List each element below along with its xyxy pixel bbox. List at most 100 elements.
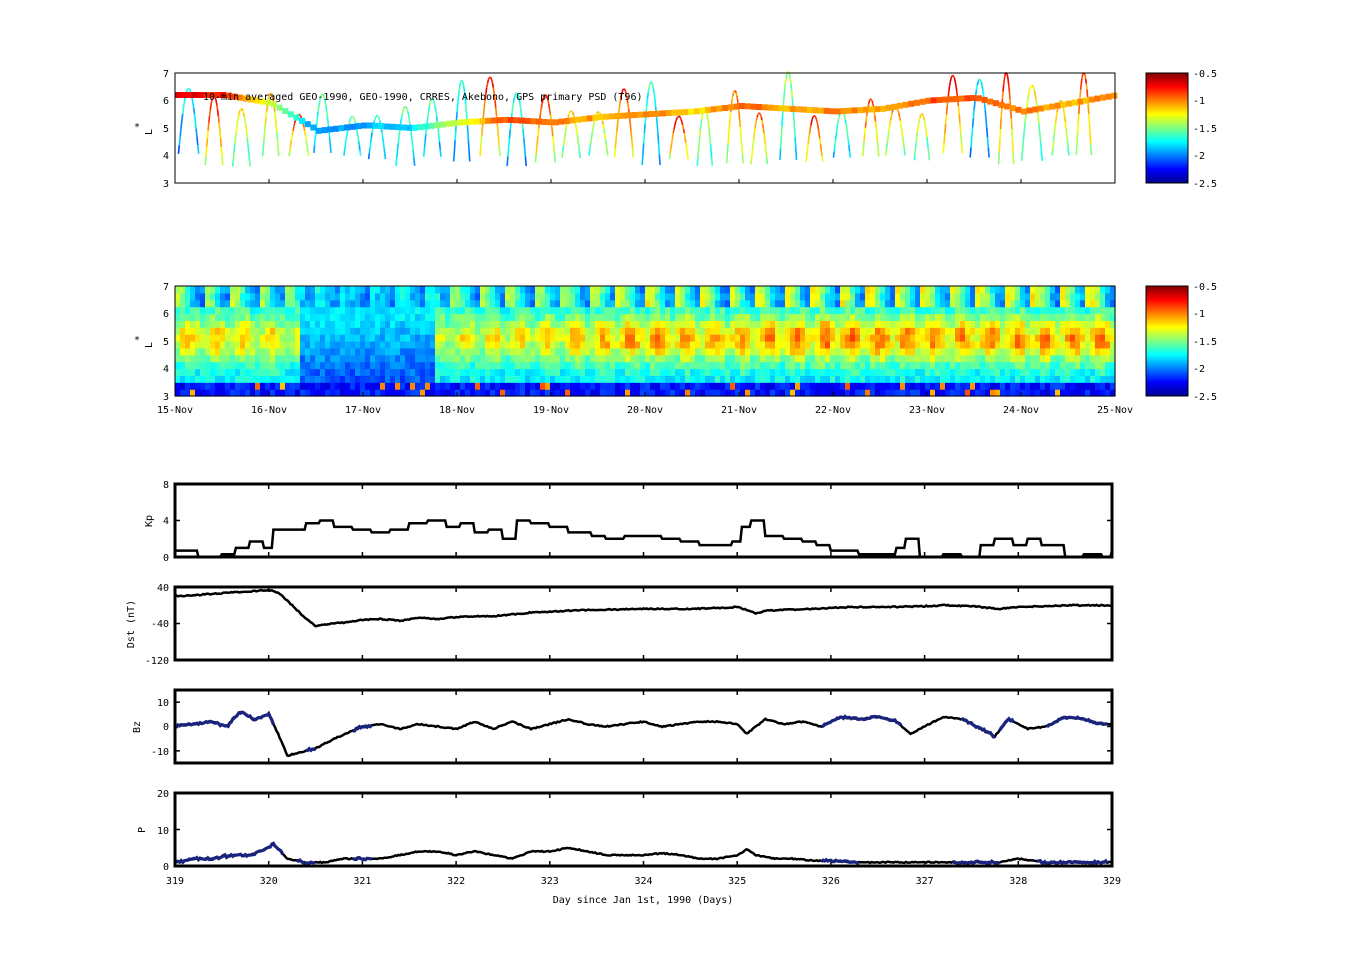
observed-orbit-segment — [643, 123, 646, 134]
heatmap-cell — [225, 375, 231, 383]
heatmap-cell — [575, 320, 581, 328]
heatmap-cell — [1015, 299, 1021, 308]
heatmap-cell — [935, 306, 941, 315]
heatmap-cell — [845, 320, 851, 328]
heatmap-cell — [205, 347, 211, 356]
heatmap-cell — [890, 341, 896, 349]
observed-orbit-segment — [735, 92, 738, 97]
heatmap-cell — [435, 292, 441, 301]
heatmap-cell — [515, 341, 521, 349]
heatmap-cell — [195, 306, 201, 315]
heatmap-cell — [755, 341, 761, 349]
heatmap-cell — [795, 375, 801, 383]
heatmap-cell — [875, 306, 881, 315]
heatmap-cell — [920, 327, 926, 335]
heatmap-cell — [275, 306, 281, 315]
heatmap-cell — [515, 320, 521, 328]
heatmap-cell — [255, 313, 261, 321]
heatmap-cell — [635, 361, 641, 370]
heatmap-cell — [800, 320, 806, 328]
heatmap-cell — [625, 368, 631, 376]
heatmap-cell — [320, 299, 326, 308]
observed-orbit-segment — [563, 134, 566, 141]
heatmap-cell — [635, 286, 641, 294]
heatmap-cell — [275, 334, 281, 342]
heatmap-cell — [260, 341, 266, 349]
heatmap-cell — [630, 320, 636, 328]
psd-assimilated-colorbar-gradient — [1145, 285, 1189, 397]
heatmap-cell — [665, 286, 671, 294]
heatmap-cell — [955, 382, 961, 390]
heatmap-cell — [580, 347, 586, 356]
observed-orbit-segment — [729, 111, 732, 120]
heatmap-cell — [625, 320, 631, 328]
heatmap-cell — [1080, 306, 1086, 315]
heatmap-cell — [195, 292, 201, 301]
heatmap-cell — [640, 327, 646, 335]
heatmap-cell — [980, 375, 986, 383]
heatmap-cell — [990, 306, 996, 315]
heatmap-cell — [1035, 389, 1041, 397]
heatmap-cell — [235, 382, 241, 390]
heatmap-cell — [410, 306, 416, 315]
heatmap-cell — [985, 361, 991, 370]
heatmap-cell — [1055, 347, 1061, 356]
heatmap-cell — [525, 286, 531, 294]
heatmap-cell — [315, 361, 321, 370]
heatmap-cell — [645, 313, 651, 321]
heatmap-cell — [230, 347, 236, 356]
observed-orbit-segment — [1002, 79, 1006, 85]
heatmap-cell — [320, 334, 326, 342]
observed-orbit-segment — [370, 132, 373, 138]
heatmap-cell — [740, 334, 746, 342]
heatmap-cell — [670, 347, 676, 356]
heatmap-cell — [950, 361, 956, 370]
heatmap-cell — [385, 354, 391, 363]
observed-orbit-segment — [959, 123, 962, 134]
heatmap-cell — [180, 299, 186, 308]
p-ylabel: P — [137, 827, 148, 833]
heatmap-cell — [415, 361, 421, 370]
observed-orbit-segment — [654, 98, 657, 107]
heatmap-cell — [1095, 320, 1101, 328]
heatmap-cell — [215, 368, 221, 376]
heatmap-cell — [225, 382, 231, 390]
heatmap-cell — [610, 375, 616, 383]
heatmap-cell — [825, 292, 831, 301]
observed-orbit-segment — [985, 118, 988, 128]
observed-orbit-segment — [219, 138, 223, 148]
heatmap-cell — [660, 320, 666, 328]
heatmap-cell — [425, 341, 431, 349]
heatmap-cell — [610, 320, 616, 328]
heatmap-cell — [455, 334, 461, 342]
heatmap-cell — [945, 368, 951, 376]
heatmap-cell — [300, 347, 306, 356]
heatmap-cell — [975, 313, 981, 321]
heatmap-cell — [765, 313, 771, 321]
heatmap-cell — [740, 327, 746, 335]
heatmap-cell — [645, 361, 651, 370]
heatmap-cell — [680, 341, 686, 349]
heatmap-cell — [985, 368, 991, 376]
heatmap-cell — [845, 292, 851, 301]
heatmap-cell — [800, 327, 806, 335]
heatmap-cell — [405, 389, 411, 397]
heatmap-cell — [425, 382, 431, 390]
heatmap-cell — [575, 286, 581, 294]
heatmap-cell — [590, 354, 596, 363]
heatmap-cell — [185, 320, 191, 328]
heatmap-cell — [745, 313, 751, 321]
heatmap-cell — [305, 389, 311, 397]
heatmap-cell — [705, 354, 711, 363]
heatmap-cell — [1055, 389, 1061, 397]
heatmap-cell — [530, 389, 536, 397]
heatmap-cell — [610, 292, 616, 301]
heatmap-cell — [460, 334, 466, 342]
heatmap-cell — [535, 389, 541, 397]
heatmap-cell — [770, 389, 776, 397]
heatmap-cell — [680, 306, 686, 315]
heatmap-cell — [265, 299, 271, 308]
heatmap-cell — [970, 286, 976, 294]
heatmap-cell — [695, 286, 701, 294]
heatmap-cell — [455, 361, 461, 370]
